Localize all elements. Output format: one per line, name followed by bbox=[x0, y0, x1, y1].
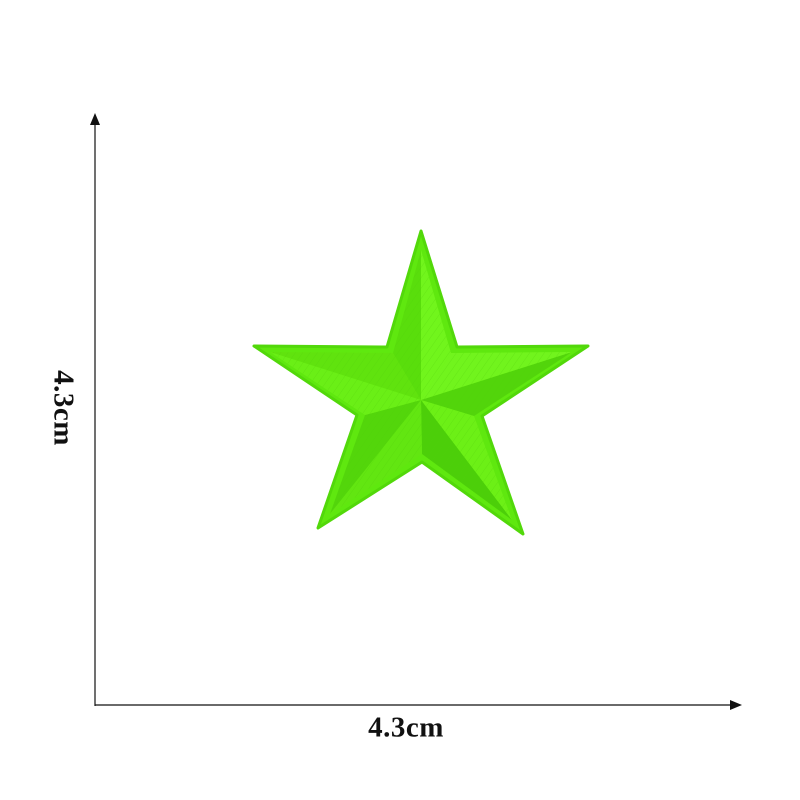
green-star-patch bbox=[252, 229, 590, 536]
width-dimension-label: 4.3cm bbox=[368, 711, 444, 744]
height-dimension-arrow bbox=[90, 113, 100, 706]
height-dimension-label: 4.3cm bbox=[47, 370, 80, 446]
width-dimension-arrow bbox=[95, 700, 742, 710]
